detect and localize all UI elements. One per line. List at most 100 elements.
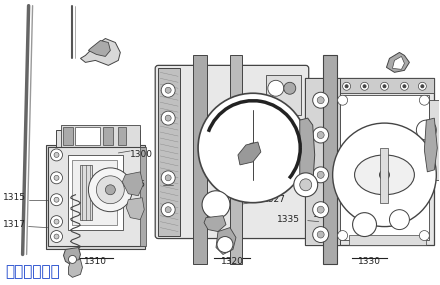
Circle shape (418, 147, 434, 163)
Circle shape (54, 175, 59, 180)
Circle shape (165, 115, 171, 121)
Circle shape (105, 185, 115, 195)
Circle shape (363, 85, 366, 88)
Bar (63, 127, 73, 145)
Text: 1320: 1320 (220, 257, 243, 266)
Polygon shape (392, 56, 404, 69)
Circle shape (313, 227, 329, 243)
FancyBboxPatch shape (155, 65, 309, 239)
Polygon shape (238, 142, 261, 165)
Circle shape (96, 176, 125, 204)
Bar (230, 55, 242, 264)
Circle shape (54, 197, 59, 202)
Circle shape (202, 191, 230, 219)
Circle shape (313, 92, 329, 108)
Text: 1325: 1325 (313, 210, 336, 219)
Circle shape (51, 231, 62, 243)
Bar (69, 155, 123, 230)
Circle shape (421, 85, 424, 88)
Circle shape (54, 234, 59, 239)
Circle shape (352, 213, 377, 237)
Bar (193, 55, 207, 264)
Circle shape (403, 85, 406, 88)
Circle shape (161, 83, 175, 97)
Text: 1335: 1335 (123, 180, 146, 189)
Circle shape (317, 97, 324, 104)
Bar (305, 78, 340, 245)
Bar (323, 55, 337, 264)
Polygon shape (300, 118, 315, 190)
Circle shape (379, 170, 389, 180)
Bar (340, 95, 429, 239)
Circle shape (161, 171, 175, 185)
Bar (266, 75, 301, 115)
Circle shape (419, 231, 429, 241)
Circle shape (400, 82, 408, 90)
Text: 1310: 1310 (84, 257, 107, 266)
Bar (73, 160, 117, 225)
Circle shape (343, 82, 351, 90)
Text: 1315: 1315 (3, 193, 26, 202)
Circle shape (51, 216, 62, 228)
Circle shape (69, 255, 77, 263)
Circle shape (396, 216, 403, 224)
Circle shape (294, 173, 318, 197)
Circle shape (165, 175, 171, 181)
Circle shape (313, 167, 329, 183)
Bar (140, 147, 146, 247)
Circle shape (317, 171, 324, 178)
Circle shape (165, 207, 171, 213)
Bar (158, 68, 180, 235)
Circle shape (88, 168, 132, 212)
Circle shape (359, 220, 370, 230)
Circle shape (217, 237, 233, 253)
Circle shape (416, 120, 436, 140)
Polygon shape (204, 216, 226, 232)
Circle shape (51, 149, 62, 161)
Circle shape (383, 85, 386, 88)
Bar (337, 78, 434, 93)
Circle shape (363, 223, 367, 227)
Circle shape (313, 202, 329, 218)
Bar (61, 125, 140, 147)
Circle shape (337, 231, 348, 241)
Circle shape (337, 95, 348, 105)
Circle shape (345, 85, 348, 88)
Circle shape (54, 152, 59, 157)
Circle shape (284, 82, 296, 94)
Circle shape (313, 127, 329, 143)
Bar (81, 165, 92, 220)
Text: 1335: 1335 (277, 215, 300, 224)
Circle shape (381, 82, 389, 90)
Text: 1327: 1327 (263, 195, 286, 204)
Bar (75, 127, 100, 145)
Bar (305, 78, 434, 245)
Polygon shape (216, 228, 236, 255)
Bar (118, 127, 126, 145)
Circle shape (161, 203, 175, 217)
Circle shape (317, 132, 324, 139)
Polygon shape (122, 172, 143, 196)
Text: 1300: 1300 (130, 150, 153, 159)
Circle shape (161, 111, 175, 125)
Circle shape (317, 231, 324, 238)
Circle shape (333, 123, 436, 227)
Polygon shape (69, 259, 82, 277)
Polygon shape (63, 247, 81, 264)
Circle shape (213, 202, 219, 207)
Circle shape (268, 80, 284, 96)
Circle shape (51, 172, 62, 184)
Circle shape (54, 219, 59, 224)
Circle shape (165, 87, 171, 93)
Ellipse shape (355, 155, 414, 195)
Circle shape (317, 206, 324, 213)
Text: 坠落制动装置: 坠落制动装置 (6, 264, 60, 279)
Circle shape (209, 198, 223, 212)
Circle shape (418, 82, 426, 90)
Bar (55, 130, 140, 155)
Circle shape (360, 82, 369, 90)
Bar (429, 100, 439, 180)
Bar (103, 127, 114, 145)
Bar (348, 235, 426, 245)
Bar (46, 145, 145, 249)
